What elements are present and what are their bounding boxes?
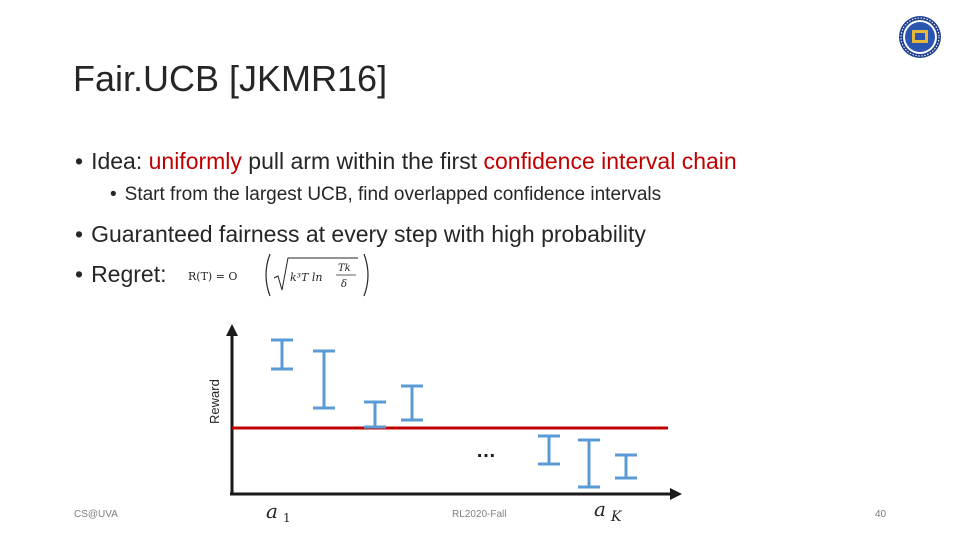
arm-last-subscript: K (610, 509, 623, 525)
arm-first-label: a (266, 499, 278, 523)
bullet-dot: • (75, 261, 84, 287)
sub-bullet-start: • Start from the largest UCB, find overla… (110, 184, 661, 206)
y-axis (226, 324, 238, 494)
bullet-dot: • (110, 184, 117, 205)
idea-uniformly: uniformly (148, 148, 242, 174)
formula-radicand: k³T ln (290, 271, 323, 284)
sub-bullet-text: Start from the largest UCB, find overlap… (124, 184, 662, 205)
ellipsis: … (476, 440, 496, 462)
bullet-dot: • (75, 148, 84, 174)
formula-frac-den: δ (341, 279, 347, 290)
regret-label: Regret: (91, 261, 167, 287)
bullet-dot: • (75, 221, 84, 247)
interval-arm-2 (313, 349, 335, 410)
x-axis (230, 488, 682, 500)
formula-frac-num: Tk (338, 263, 351, 274)
university-seal-icon (899, 16, 941, 58)
idea-middle: pull arm within the first (241, 148, 484, 174)
arm-last-label: a (594, 497, 606, 521)
y-axis-label: Reward (207, 379, 222, 424)
slide-title: Fair.UCB [JKMR16] (73, 58, 388, 99)
bullet-guaranteed: • Guaranteed fairness at every step with … (75, 221, 646, 248)
footer-center: RL2020-Fall (452, 509, 507, 520)
bullet-idea: • Idea: uniformly pull arm within the fir… (75, 148, 737, 175)
formula-lhs: R(T) = O (188, 270, 237, 283)
interval-arm-4 (401, 384, 423, 422)
idea-chain: confidence interval chain (483, 148, 737, 174)
regret-formula: R(T) = O k³T ln Tk δ (188, 253, 369, 297)
interval-arm-6 (578, 438, 600, 489)
interval-arm-3 (364, 400, 386, 429)
interval-arm-5 (538, 434, 560, 466)
bullet-regret: • Regret: (75, 261, 167, 288)
page-number: 40 (875, 509, 887, 520)
guaranteed-text: Guaranteed fairness at every step with h… (91, 221, 646, 247)
arm-first-subscript: 1 (283, 511, 291, 525)
footer-left: CS@UVA (74, 509, 118, 520)
interval-arm-1 (271, 338, 293, 371)
interval-arm-7 (615, 453, 637, 480)
idea-prefix: Idea: (91, 148, 149, 174)
